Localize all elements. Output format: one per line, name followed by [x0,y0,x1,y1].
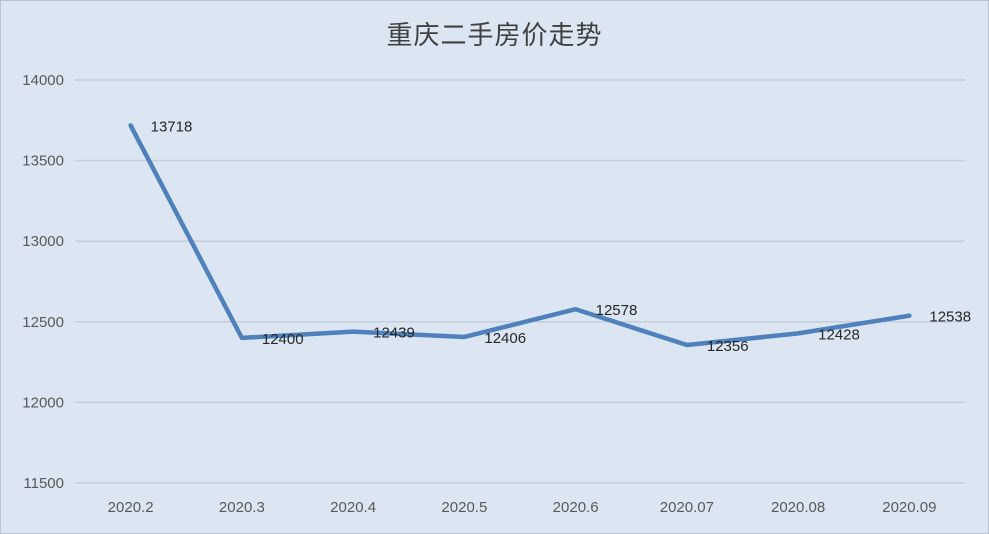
data-label: 12538 [929,309,971,326]
data-labels: 13718 12400 12439 12406 12578 12356 12428 12538 [151,118,971,355]
data-label: 12439 [373,325,415,342]
x-tick-label: 2020.5 [441,499,487,516]
data-label: 12406 [484,330,526,347]
y-tick-label: 13000 [22,233,64,250]
y-tick-label: 12000 [22,394,64,411]
x-tick-label: 2020.2 [108,499,154,516]
y-tick-label: 13500 [22,153,64,170]
data-label: 12428 [818,326,860,343]
gridlines [75,79,965,484]
data-label: 12578 [596,302,638,319]
y-tick-label: 14000 [22,72,64,89]
x-axis-ticks: 2020.2 2020.3 2020.4 2020.5 2020.6 2020.07 202… [108,499,937,516]
y-tick-label: 12500 [22,314,64,331]
y-axis-ticks: 11500 12000 12500 13000 13500 14000 [22,72,64,492]
x-tick-label: 2020.3 [219,499,265,516]
data-label: 12400 [262,331,304,348]
series-line [128,123,912,348]
x-tick-label: 2020.09 [882,499,936,516]
data-label: 12356 [707,338,749,355]
x-tick-label: 2020.07 [660,499,714,516]
x-tick-label: 2020.08 [771,499,825,516]
chart-title: 重庆二手房价走势 [386,21,603,51]
series-lines [128,123,912,348]
y-tick-label: 11500 [23,475,64,492]
x-tick-label: 2020.4 [330,499,376,516]
data-label: 13718 [151,118,193,135]
x-tick-label: 2020.6 [553,499,599,516]
